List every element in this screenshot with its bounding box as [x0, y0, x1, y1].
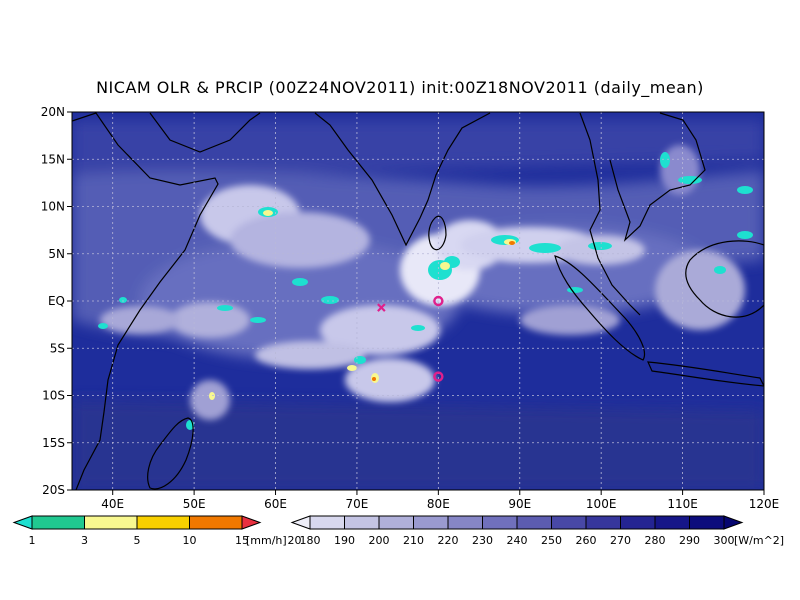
colorbar-level-label: 20 [288, 534, 302, 547]
colorbar-level-label: 1 [29, 534, 36, 547]
graticule [72, 112, 764, 490]
colorbar-level-label: 200 [369, 534, 390, 547]
colorbar-swatch [516, 515, 552, 530]
lat-tick-label: 20N [41, 105, 65, 119]
colorbar-level-label: 190 [334, 534, 355, 547]
colorbar-level-label: 15 [235, 534, 249, 547]
map-title: NICAM OLR & PRCIP (00Z24NOV2011) init:00… [96, 78, 704, 97]
lon-tick-label: 80E [427, 497, 450, 511]
colorbar-max-arrow [723, 515, 744, 530]
colorbar-level-label: 220 [438, 534, 459, 547]
colorbar-swatch [447, 515, 483, 530]
lon-tick-label: 40E [101, 497, 124, 511]
colorbar-min-arrow [290, 515, 311, 530]
olr-colorbar: 180 190 200 210 220 230 240 250 260 270 280 290 300[… [290, 515, 784, 547]
lon-tick-label: 70E [346, 497, 369, 511]
colorbar-level-label: 270 [610, 534, 631, 547]
coastlines [72, 112, 764, 490]
colorbar-swatch [654, 515, 690, 530]
storm-circle-marker [433, 371, 444, 382]
lat-tick-label: 10S [42, 389, 65, 403]
colorbar-level-label: 300 [714, 534, 735, 547]
colorbar-swatch [84, 515, 138, 530]
colorbar-max-arrow [241, 515, 262, 530]
colorbar-swatch [136, 515, 190, 530]
lon-tick-label: 120E [749, 497, 780, 511]
colorbar-level-label: 230 [472, 534, 493, 547]
lon-tick-label: 100E [586, 497, 617, 511]
colorbar-unit-label: [W/m^2] [734, 534, 784, 547]
colorbar-swatch [413, 515, 449, 530]
lat-tick-label: 5S [50, 341, 65, 355]
colorbar-swatch [31, 515, 85, 530]
axis-ticks: 20N 15N 10N 5N EQ 5S 10S 15S 20S 40E 50E 60E 70E 80E 9… [41, 105, 780, 511]
colorbar-swatch [189, 515, 243, 530]
colorbar-swatch [344, 515, 380, 530]
colorbar-unit-label: [mm/h] [246, 534, 287, 547]
colorbar-min-arrow [12, 515, 33, 530]
lon-tick-label: 60E [264, 497, 287, 511]
colorbar-swatch [551, 515, 587, 530]
precip-colorbar: 1 3 5 10 15 20[mm/h] [12, 515, 302, 547]
storm-x-marker [377, 303, 386, 312]
colorbar-swatch [378, 515, 414, 530]
storm-markers [377, 295, 444, 382]
colorbar-level-label: 210 [403, 534, 424, 547]
lon-tick-label: 50E [183, 497, 206, 511]
lon-tick-label: 90E [508, 497, 531, 511]
colorbar-level-label: 3 [81, 534, 88, 547]
colorbar-level-label: 250 [541, 534, 562, 547]
lat-tick-label: 15S [42, 436, 65, 450]
colorbar-swatch [309, 515, 345, 530]
colorbar-swatch [689, 515, 725, 530]
lat-tick-label: 20S [42, 483, 65, 497]
colorbar-swatch [482, 515, 518, 530]
colorbar-level-label: 280 [645, 534, 666, 547]
lon-tick-label: 110E [667, 497, 698, 511]
colorbar-level-label: 240 [507, 534, 528, 547]
precip-field [98, 152, 753, 430]
storm-circle-marker [433, 295, 444, 307]
colorbar-swatch [620, 515, 656, 530]
lat-tick-label: 10N [41, 200, 65, 214]
lat-tick-label: 5N [48, 247, 65, 261]
cloud-field [100, 145, 745, 420]
lat-tick-label: 15N [41, 152, 65, 166]
colorbar-level-label: 260 [576, 534, 597, 547]
colorbar-level-label: 5 [134, 534, 141, 547]
colorbar-level-label: 180 [300, 534, 321, 547]
colorbar-level-label: 290 [679, 534, 700, 547]
colorbar-level-label: 10 [183, 534, 197, 547]
colorbar-swatch [585, 515, 621, 530]
lat-tick-label: EQ [48, 294, 65, 308]
